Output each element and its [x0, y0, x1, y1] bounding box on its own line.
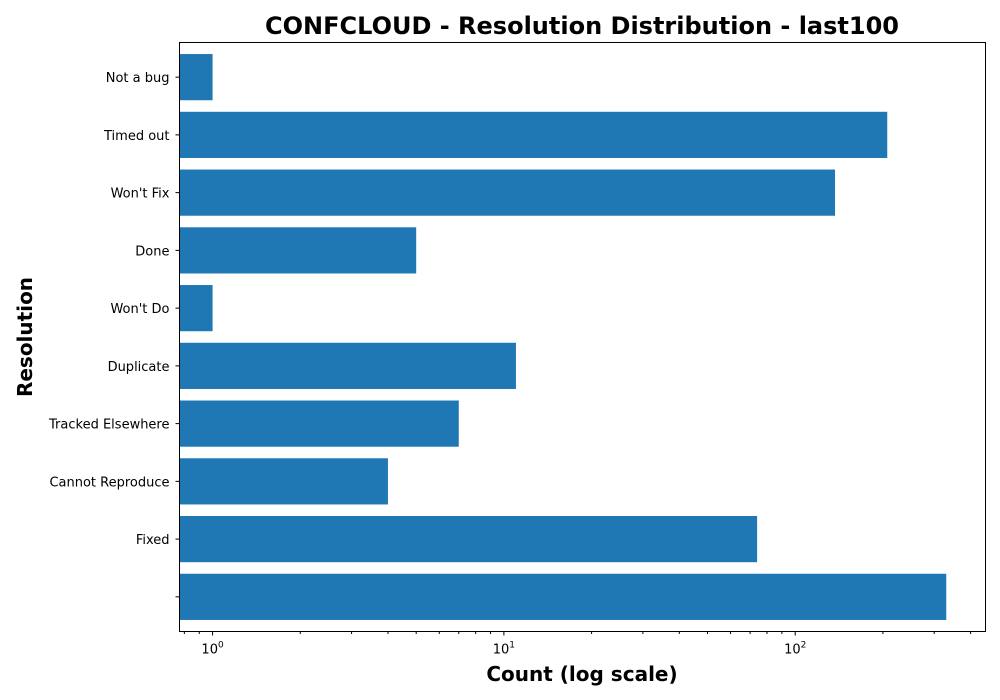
chart-title: CONFCLOUD - Resolution Distribution - la… [265, 12, 899, 40]
bar-7 [179, 458, 388, 505]
x-tick-label-1: 101 [493, 641, 515, 658]
y-tick-label-7: Cannot Reproduce [49, 475, 169, 490]
x-axis-label: Count (log scale) [486, 662, 677, 686]
bar-2 [179, 169, 836, 216]
x-axis-ticks: 100 101 102 [183, 631, 972, 658]
y-tick-label-8: Fixed [136, 533, 170, 548]
bar-4 [179, 285, 213, 332]
bar-0 [179, 54, 213, 101]
y-tick-label-1: Timed out [103, 129, 170, 144]
y-tick-label-6: Tracked Elsewhere [48, 418, 169, 433]
y-tick-label-5: Duplicate [108, 360, 170, 375]
bar-9 [179, 573, 947, 620]
x-tick-label-0: 100 [201, 641, 224, 658]
bar-group [179, 54, 947, 620]
bar-5 [179, 342, 516, 389]
y-axis-ticks: Not a bug Timed out Won't Fix Done Won't Do D… [48, 71, 180, 598]
bar-6 [179, 400, 459, 447]
y-tick-label-2: Won't Fix [111, 187, 170, 202]
x-tick-label-2: 102 [784, 641, 806, 658]
bar-1 [179, 111, 888, 158]
bar-8 [179, 516, 758, 563]
bar-3 [179, 227, 417, 274]
plot-frame [179, 42, 986, 632]
y-tick-label-0: Not a bug [106, 71, 170, 86]
y-tick-label-3: Done [135, 244, 169, 259]
y-axis-label: Resolution [13, 277, 37, 397]
y-tick-label-4: Won't Do [110, 302, 169, 317]
